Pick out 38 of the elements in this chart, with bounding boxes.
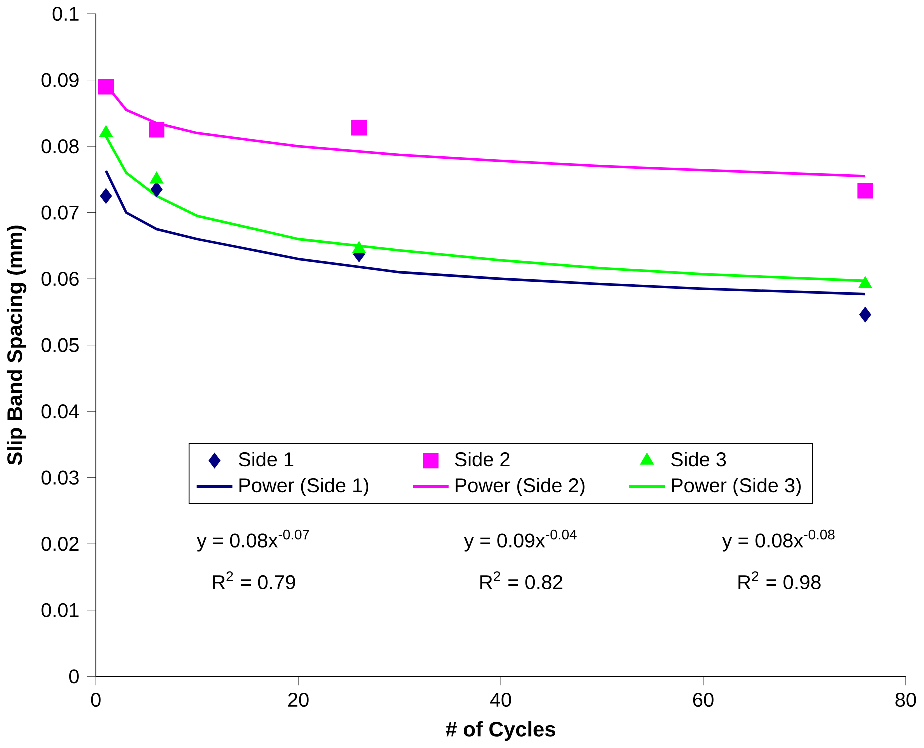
annotation: R$^{2}$ = 0.82 xyxy=(480,572,563,590)
y-tick-label: 0.07 xyxy=(42,206,79,220)
y-tick-label: 0.01 xyxy=(42,603,79,618)
y-tick-label: 0.1 xyxy=(52,6,79,22)
y-tick-label: 0 xyxy=(69,670,79,684)
point xyxy=(352,120,368,136)
line-series xyxy=(104,170,867,296)
point xyxy=(150,182,163,198)
y-tick-label: 0.05 xyxy=(42,338,79,352)
y-tick-label: 0.02 xyxy=(42,537,79,552)
point xyxy=(100,188,112,204)
y-tick-label: 0.09 xyxy=(42,73,79,88)
annotation: y = 0.08x$^{-0.07}$ xyxy=(196,530,310,552)
annotation: R$^{2}$ = 0.79 xyxy=(213,572,296,590)
legend-label: Side 3 xyxy=(671,452,726,467)
point xyxy=(149,122,165,138)
x-tick-label: 0 xyxy=(91,692,101,708)
legend-label: Side 1 xyxy=(239,452,294,467)
y-tick-label: 0.08 xyxy=(42,139,79,154)
annotation: y = 0.08x$^{-0.08}$ xyxy=(722,530,835,552)
y-tick-label: 0.04 xyxy=(42,404,80,419)
y-tick-label: 0.03 xyxy=(42,470,79,485)
point xyxy=(860,307,872,323)
point xyxy=(98,79,114,95)
x-tick-label: 40 xyxy=(490,692,512,708)
point xyxy=(858,183,874,199)
legend-label: Power (Side 3) xyxy=(672,478,801,497)
x-tick-label: 60 xyxy=(693,692,714,708)
legend-label: Power (Side 2) xyxy=(456,478,585,497)
annotation: y = 0.09x$^{-0.04}$ xyxy=(464,530,577,552)
x-axis-title: # of Cycles xyxy=(446,721,556,741)
annotation: R$^{2}$ = 0.98 xyxy=(738,572,821,590)
x-tick-label: 80 xyxy=(896,692,916,708)
y-tick-label: 0.06 xyxy=(42,272,79,286)
legend-label: Side 2 xyxy=(455,452,510,467)
x-tick-label: 20 xyxy=(288,692,309,708)
legend-label: Power (Side 1) xyxy=(240,478,369,497)
y-axis-title: Slip Band Spacing (mm) xyxy=(6,226,27,466)
